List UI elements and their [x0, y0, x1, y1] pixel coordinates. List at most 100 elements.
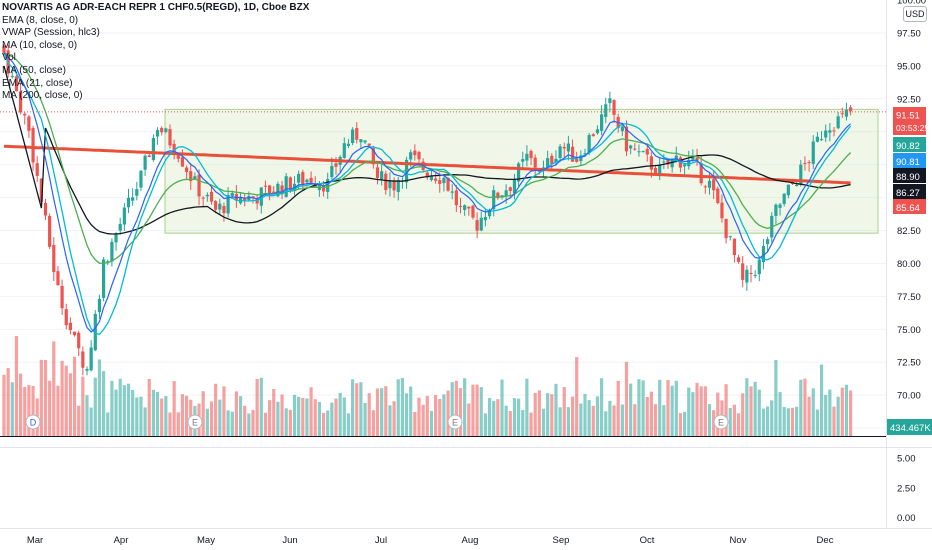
candle-body	[554, 158, 558, 163]
candle-body	[268, 185, 272, 195]
candle-body	[761, 246, 766, 263]
candle-body	[155, 130, 160, 137]
volume-bar	[521, 409, 525, 436]
candle-body	[487, 209, 492, 217]
candle	[728, 235, 732, 241]
volume-bar	[600, 378, 604, 436]
candle-body	[97, 298, 102, 313]
volume-bar	[786, 408, 790, 436]
volume-bar	[691, 392, 695, 436]
volume-bar	[741, 393, 745, 436]
volume-bar	[367, 393, 371, 436]
volume-bar	[143, 407, 147, 436]
candle-body	[595, 129, 600, 134]
volume-bar	[89, 407, 93, 436]
volume-bar	[118, 378, 122, 436]
candle-body	[72, 331, 77, 336]
candle	[155, 127, 160, 145]
currency-button[interactable]: USD	[903, 6, 927, 22]
candle	[97, 294, 102, 319]
candle	[48, 213, 52, 249]
last-price-value: 91.51	[896, 111, 920, 122]
candle-body	[114, 233, 118, 243]
candle	[741, 255, 745, 288]
volume-bar	[591, 405, 595, 436]
volume-bar	[770, 400, 774, 436]
candle	[14, 74, 19, 92]
candle	[811, 135, 815, 169]
candle-body	[624, 126, 629, 152]
price-badge: 90.82	[893, 137, 926, 152]
candle-body	[135, 189, 139, 196]
candle	[122, 203, 126, 231]
volume-bar	[226, 410, 230, 436]
indicator-ema8[interactable]: EMA (8, close, 0)	[2, 14, 79, 26]
event-marker[interactable]: E	[447, 414, 463, 430]
volume-bar	[699, 386, 703, 436]
candle-body	[566, 143, 570, 152]
volume-bar	[172, 381, 176, 436]
candle-body	[558, 146, 562, 159]
candle	[724, 218, 728, 244]
event-marker[interactable]: D	[25, 414, 41, 430]
volume-bar	[757, 389, 761, 436]
volume-bar	[404, 393, 409, 436]
x-tick-label: Dec	[817, 535, 834, 546]
candle-body	[807, 162, 811, 164]
candle	[658, 156, 662, 181]
volume-bar	[487, 398, 492, 436]
candle-body	[35, 163, 39, 176]
volume-bar	[272, 388, 276, 436]
candle	[849, 105, 853, 116]
volume-bar	[93, 377, 97, 436]
volume-bar	[508, 411, 512, 436]
candle-body	[384, 173, 388, 191]
candle-body	[77, 332, 81, 349]
indicator-vwap[interactable]: VWAP (Session, hlc3)	[2, 27, 100, 39]
volume-bar	[180, 394, 185, 436]
volume-bar	[438, 398, 442, 436]
candle-body	[803, 162, 807, 164]
volume-bar	[342, 397, 346, 436]
candle-body	[60, 285, 64, 309]
candle-body	[521, 159, 525, 162]
candle-body	[728, 236, 732, 238]
indicator-ma200[interactable]: MA (200, close, 0)	[2, 90, 83, 102]
candle-body	[139, 170, 143, 188]
candle	[189, 163, 193, 190]
candle-body	[508, 187, 512, 191]
indicator-ma50[interactable]: MA (50, close)	[2, 64, 66, 76]
candle-body	[712, 179, 716, 191]
price-badge-bg	[893, 168, 926, 183]
indicator-ma10[interactable]: MA (10, close, 0)	[2, 39, 78, 51]
candle-body	[504, 190, 508, 196]
price-badge-bg	[893, 153, 926, 168]
candle-body	[600, 114, 604, 131]
volume-bar	[828, 389, 832, 436]
volume-bar	[450, 382, 454, 436]
indicator-ema21[interactable]: EMA (21, close)	[2, 77, 73, 89]
candle	[375, 162, 380, 185]
candle-body	[703, 186, 707, 188]
candle-body	[193, 176, 197, 180]
candle	[533, 154, 537, 176]
volume-bar	[409, 386, 413, 436]
candle	[77, 330, 81, 356]
candle	[276, 181, 280, 198]
volume-bar	[504, 405, 508, 436]
candle-body	[226, 195, 230, 214]
volume-bar	[658, 379, 662, 436]
candle	[218, 198, 222, 216]
event-marker[interactable]: E	[713, 414, 729, 430]
candle-body	[824, 130, 828, 138]
volume-bar	[587, 400, 591, 436]
candle-body	[795, 184, 799, 187]
candle	[749, 265, 753, 283]
event-marker[interactable]: E	[187, 414, 203, 430]
candle	[151, 134, 155, 162]
candle-body	[205, 194, 209, 197]
indicator-vol[interactable]: Vol	[2, 52, 16, 64]
candle-body	[579, 155, 583, 162]
candle	[168, 124, 172, 149]
